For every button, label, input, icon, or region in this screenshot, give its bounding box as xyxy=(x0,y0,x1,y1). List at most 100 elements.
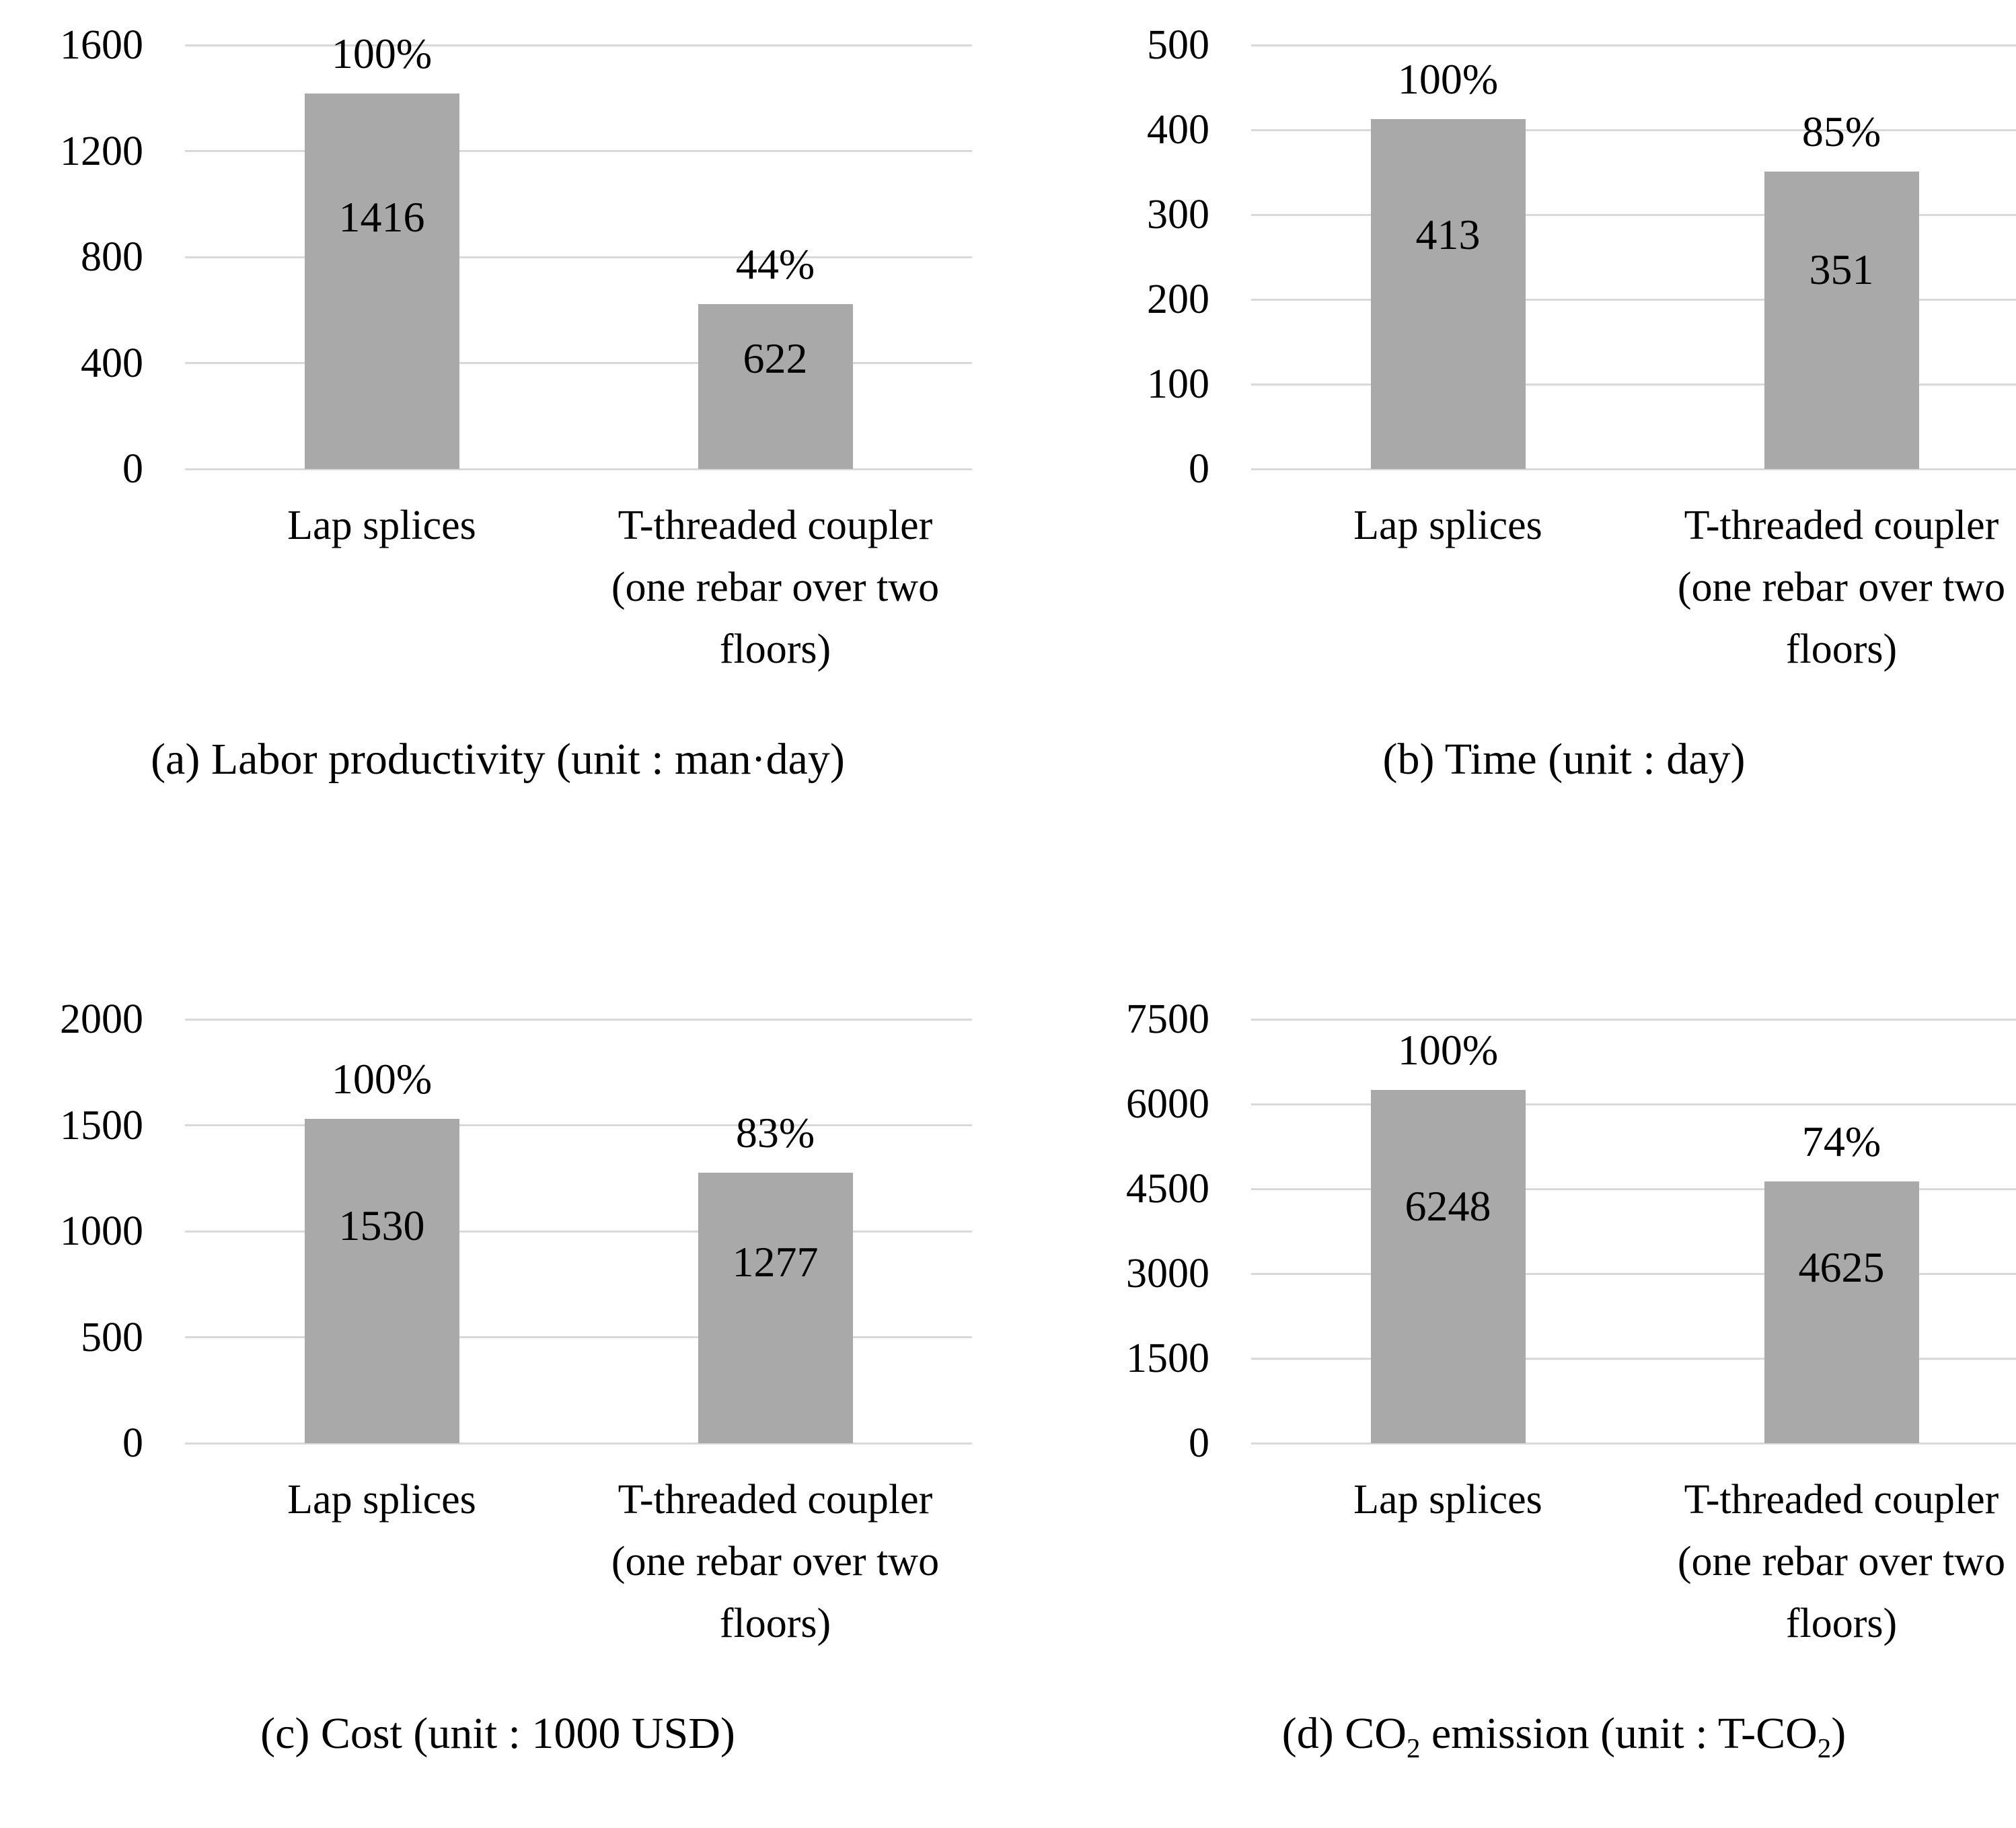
category-label: Lap splices xyxy=(1353,503,1542,548)
caption-text: (b) Time (unit : day) xyxy=(1382,735,1746,784)
y-axis-tick-label: 4500 xyxy=(1126,1166,1209,1212)
gridline xyxy=(1251,213,2016,216)
y-axis-tick-label: 500 xyxy=(81,1314,143,1360)
bar-percent-label: 100% xyxy=(1397,55,1499,103)
caption-text: (a) Labor productivity (unit : man·day) xyxy=(151,735,845,784)
bar-t-threaded-coupler: 4625 xyxy=(1764,1181,1919,1443)
bar-percent-label: 100% xyxy=(1397,1026,1499,1074)
gridline xyxy=(185,1336,972,1338)
category-label: Lap splices xyxy=(1353,1477,1542,1523)
plot-area: 413 100% 351 85% xyxy=(1251,44,2016,470)
bar-t-threaded-coupler: 1277 xyxy=(698,1173,853,1443)
y-axis-tick-label: 6000 xyxy=(1126,1081,1209,1127)
gridline xyxy=(185,468,972,470)
bar-lap-splices: 6248 xyxy=(1370,1090,1526,1443)
category-label: Lap splices xyxy=(287,503,476,548)
gridline xyxy=(1251,298,2016,301)
y-axis-tick-label: 3000 xyxy=(1126,1251,1209,1296)
plot-row: 0 1500 3000 4500 6000 7500 6248 100% 4625 74% xyxy=(1090,996,2016,1466)
gridline xyxy=(185,150,972,152)
chart-time: 0 100 200 300 400 500 413 100% 351 85% Lap splic… xyxy=(1090,0,2016,918)
y-axis-tick-label: 0 xyxy=(122,1420,143,1466)
bar-percent-label: 83% xyxy=(735,1109,815,1157)
caption-text: ) xyxy=(1831,1709,1846,1758)
plot-area: 1530 100% 1277 83% xyxy=(185,1018,972,1445)
category-label: Lap splices xyxy=(287,1477,476,1523)
y-axis-tick-label: 1200 xyxy=(60,128,143,174)
y-axis-tick-label: 300 xyxy=(1147,192,1209,237)
y-axis-tick-label: 800 xyxy=(81,234,143,280)
plot-area: 1416 100% 622 44% xyxy=(185,30,972,470)
plot-row: 0 100 200 300 400 500 413 100% 351 85% xyxy=(1090,22,2016,492)
caption-text: emission (unit : T-CO xyxy=(1420,1709,1818,1758)
bar-percent-label: 44% xyxy=(735,240,815,288)
y-axis-tick-label: 7500 xyxy=(1126,996,1209,1042)
chart-co2-emission: 0 1500 3000 4500 6000 7500 6248 100% 4625 74% La… xyxy=(1090,918,2016,1828)
bar-t-threaded-coupler: 622 xyxy=(698,304,853,469)
gridline xyxy=(1251,1357,2016,1360)
chart-caption: (b) Time (unit : day) xyxy=(1090,731,2016,788)
gridline xyxy=(185,362,972,364)
chart-caption: (d) CO2 emission (unit : T-CO2) xyxy=(1090,1706,2016,1762)
chart-caption: (a) Labor productivity (unit : man·day) xyxy=(24,731,972,788)
caption-text: (d) CO xyxy=(1281,1709,1407,1758)
gridline xyxy=(185,1442,972,1445)
y-axis-tick-label: 500 xyxy=(1147,22,1209,68)
gridline xyxy=(185,1124,972,1126)
gridline xyxy=(1251,1442,2016,1445)
bar-percent-label: 85% xyxy=(1801,108,1881,155)
y-axis-tick-label: 1500 xyxy=(1126,1336,1209,1381)
gridline xyxy=(1251,1187,2016,1190)
caption-text-subscript: 2 xyxy=(1817,1733,1832,1764)
bar-percent-label: 100% xyxy=(331,1055,433,1103)
bar-value-label: 622 xyxy=(743,334,808,382)
gridline xyxy=(185,1018,972,1021)
gridline xyxy=(1251,44,2016,46)
gridline xyxy=(1251,1018,2016,1021)
bar-value-label: 6248 xyxy=(1405,1182,1491,1231)
y-axis-tick-label: 0 xyxy=(122,446,143,492)
gridline xyxy=(1251,1272,2016,1275)
chart-cost: 0 500 1000 1500 2000 1530 100% 1277 83% Lap spl… xyxy=(24,918,972,1828)
y-axis: 0 400 800 1200 1600 xyxy=(24,22,185,492)
category-label: T-threaded coupler (one rebar over two f… xyxy=(611,503,940,672)
category-label: T-threaded coupler (one rebar over two f… xyxy=(1677,503,2006,672)
bar-value-label: 351 xyxy=(1809,245,1874,293)
y-axis: 0 1500 3000 4500 6000 7500 xyxy=(1090,996,1251,1466)
bar-value-label: 413 xyxy=(1415,210,1481,258)
y-axis-tick-label: 2000 xyxy=(60,996,143,1042)
bar-value-label: 1416 xyxy=(338,193,425,242)
y-axis-tick-label: 0 xyxy=(1189,1420,1209,1466)
bar-t-threaded-coupler: 351 xyxy=(1764,172,1919,469)
y-axis: 0 500 1000 1500 2000 xyxy=(24,996,185,1466)
category-label: T-threaded coupler (one rebar over two f… xyxy=(1677,1477,2006,1646)
y-axis-tick-label: 1600 xyxy=(60,22,143,68)
category-label: T-threaded coupler (one rebar over two f… xyxy=(611,1477,940,1646)
y-axis-tick-label: 200 xyxy=(1147,277,1209,322)
gridline xyxy=(1251,468,2016,470)
gridline xyxy=(1251,129,2016,131)
chart-caption: (c) Cost (unit : 1000 USD) xyxy=(24,1706,972,1762)
chart-labor-productivity: 0 400 800 1200 1600 1416 100% 622 44% Lap splic… xyxy=(24,0,972,918)
y-axis-tick-label: 1000 xyxy=(60,1208,143,1254)
caption-text-subscript: 2 xyxy=(1406,1733,1421,1764)
y-axis-tick-label: 100 xyxy=(1147,361,1209,407)
bar-value-label: 1277 xyxy=(732,1237,819,1286)
gridline xyxy=(185,44,972,46)
bar-lap-splices: 1530 xyxy=(304,1119,459,1443)
x-axis-labels: Lap splices T-threaded coupler (one rebar… xyxy=(24,1469,972,1671)
bar-value-label: 4625 xyxy=(1798,1243,1885,1292)
y-axis-tick-label: 400 xyxy=(1147,107,1209,153)
plot-area: 6248 100% 4625 74% xyxy=(1251,1018,2016,1445)
gridline xyxy=(1251,1103,2016,1105)
y-axis-tick-label: 1500 xyxy=(60,1102,143,1148)
gridline xyxy=(185,256,972,258)
bar-lap-splices: 413 xyxy=(1370,119,1526,469)
x-axis-labels: Lap splices T-threaded coupler (one rebar… xyxy=(1090,1469,2016,1671)
y-axis-tick-label: 400 xyxy=(81,340,143,386)
x-axis-labels: Lap splices T-threaded coupler (one rebar… xyxy=(24,495,972,696)
x-axis-labels: Lap splices T-threaded coupler (one rebar… xyxy=(1090,495,2016,696)
plot-row: 0 400 800 1200 1600 1416 100% 622 44% xyxy=(24,22,972,492)
gridline xyxy=(1251,383,2016,386)
